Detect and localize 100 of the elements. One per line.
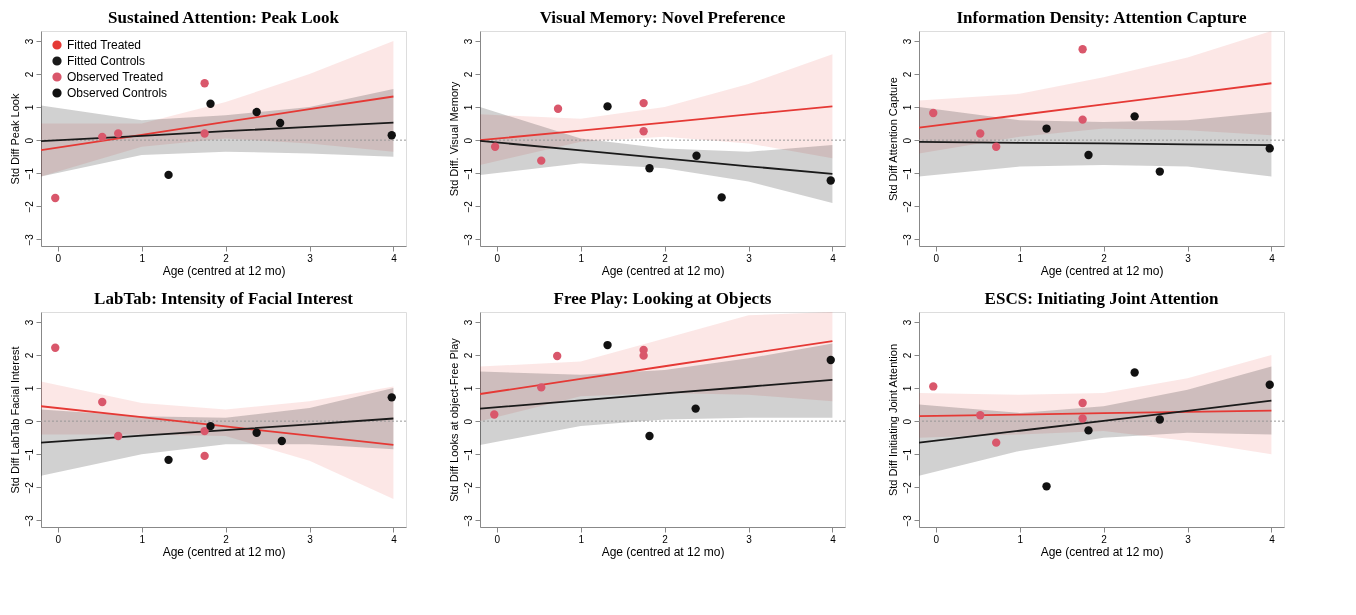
- point: [252, 428, 261, 437]
- y-tick-label: 1: [901, 385, 913, 392]
- x-tick-label: 0: [55, 252, 62, 264]
- x-axis-title: Age (centred at 12 mo): [162, 263, 286, 278]
- y-tick-label: −1: [462, 167, 474, 180]
- point: [537, 383, 546, 392]
- point: [1155, 415, 1164, 424]
- point: [929, 108, 938, 118]
- line-series: [919, 82, 1273, 129]
- x-tick-label: 3: [1185, 533, 1192, 545]
- x-axis-title: Age (centred at 12 mo): [1040, 544, 1164, 559]
- point: [51, 193, 60, 203]
- y-tick-label: −2: [901, 481, 913, 494]
- point: [639, 127, 648, 136]
- point: [603, 102, 612, 111]
- y-axis-title: Std Diff Initiating Joint Attention: [886, 343, 899, 497]
- x-tick-label: 0: [933, 252, 940, 264]
- x-tick-label: 0: [494, 252, 501, 264]
- point: [1155, 167, 1164, 176]
- line-series: [480, 378, 834, 410]
- line-series: [41, 121, 395, 143]
- y-tick-label: 1: [462, 104, 474, 111]
- line-series: [480, 340, 834, 395]
- y-tick-label: −2: [901, 200, 913, 213]
- point: [645, 431, 654, 441]
- y-tick-label: 2: [23, 71, 35, 78]
- y-tick-label: −1: [901, 167, 913, 180]
- point: [826, 176, 835, 185]
- point: [206, 421, 215, 431]
- y-axis-title: Std Diff. Visual Memory: [447, 81, 460, 197]
- point: [639, 98, 648, 108]
- point: [1042, 482, 1051, 491]
- x-tick-label: 3: [746, 252, 753, 264]
- point: [1084, 426, 1093, 435]
- x-tick-label: 4: [830, 252, 837, 264]
- point: [200, 426, 209, 436]
- y-tick-label: −3: [462, 233, 474, 246]
- y-tick-label: −3: [23, 233, 35, 246]
- y-tick-label: −1: [23, 167, 35, 180]
- y-tick-label: −1: [901, 448, 913, 461]
- chart-title: ESCS: Initiating Joint Attention: [984, 289, 1219, 308]
- x-tick-label: 3: [1185, 252, 1192, 264]
- point: [929, 382, 938, 391]
- point: [200, 451, 209, 461]
- y-tick-label: −2: [462, 481, 474, 494]
- y-tick-label: −3: [462, 514, 474, 527]
- point: [275, 118, 285, 128]
- x-tick-label: 0: [494, 533, 501, 545]
- point: [114, 129, 123, 138]
- y-tick-label: 0: [23, 418, 35, 425]
- point: [1084, 150, 1093, 160]
- y-tick-label: −2: [23, 200, 35, 213]
- x-tick-label: 3: [307, 252, 314, 264]
- x-axis-title: Age (centred at 12 mo): [601, 544, 725, 559]
- y-tick-label: 2: [462, 71, 474, 78]
- y-tick-label: −3: [901, 514, 913, 527]
- y-tick-label: 0: [901, 137, 913, 144]
- point: [387, 131, 396, 140]
- x-tick-label: 2: [223, 533, 230, 545]
- point: [164, 455, 173, 465]
- point: [826, 355, 835, 365]
- point: [1130, 112, 1139, 121]
- chart-title: Sustained Attention: Peak Look: [108, 8, 340, 27]
- line-series: [41, 405, 395, 446]
- y-tick-label: 3: [23, 38, 35, 45]
- y-tick-label: −3: [23, 514, 35, 527]
- y-axis-title: Std Diff Attention Capture: [886, 77, 899, 201]
- point: [114, 431, 123, 441]
- point: [553, 104, 563, 113]
- point: [200, 129, 209, 138]
- point: [603, 340, 612, 350]
- x-tick-label: 4: [830, 533, 837, 545]
- point: [387, 393, 396, 402]
- x-tick-label: 1: [1017, 252, 1024, 264]
- y-tick-label: −1: [23, 448, 35, 461]
- point: [992, 438, 1001, 447]
- y-tick-label: 2: [901, 71, 913, 78]
- x-tick-label: 2: [662, 533, 669, 545]
- y-tick-label: 0: [23, 137, 35, 144]
- point: [1078, 45, 1087, 54]
- point: [1078, 398, 1087, 408]
- line-series: [919, 399, 1273, 444]
- line-series: [480, 105, 834, 142]
- point: [164, 170, 173, 180]
- y-tick-label: −3: [901, 233, 913, 246]
- line-series: [41, 417, 395, 444]
- point: [1078, 115, 1087, 124]
- point: [645, 164, 654, 173]
- x-tick-label: 2: [223, 252, 230, 264]
- point: [537, 156, 546, 165]
- x-axis-title: Age (centred at 12 mo): [162, 544, 286, 559]
- point: [992, 142, 1001, 151]
- x-tick-label: 1: [578, 533, 585, 545]
- point: [252, 107, 261, 117]
- y-axis-title: Std Diff Looks at object-Free Play: [447, 337, 460, 502]
- x-tick-label: 2: [1101, 252, 1108, 264]
- point: [98, 397, 107, 407]
- point: [717, 193, 726, 202]
- y-tick-label: −2: [462, 200, 474, 213]
- y-tick-label: 2: [901, 352, 913, 359]
